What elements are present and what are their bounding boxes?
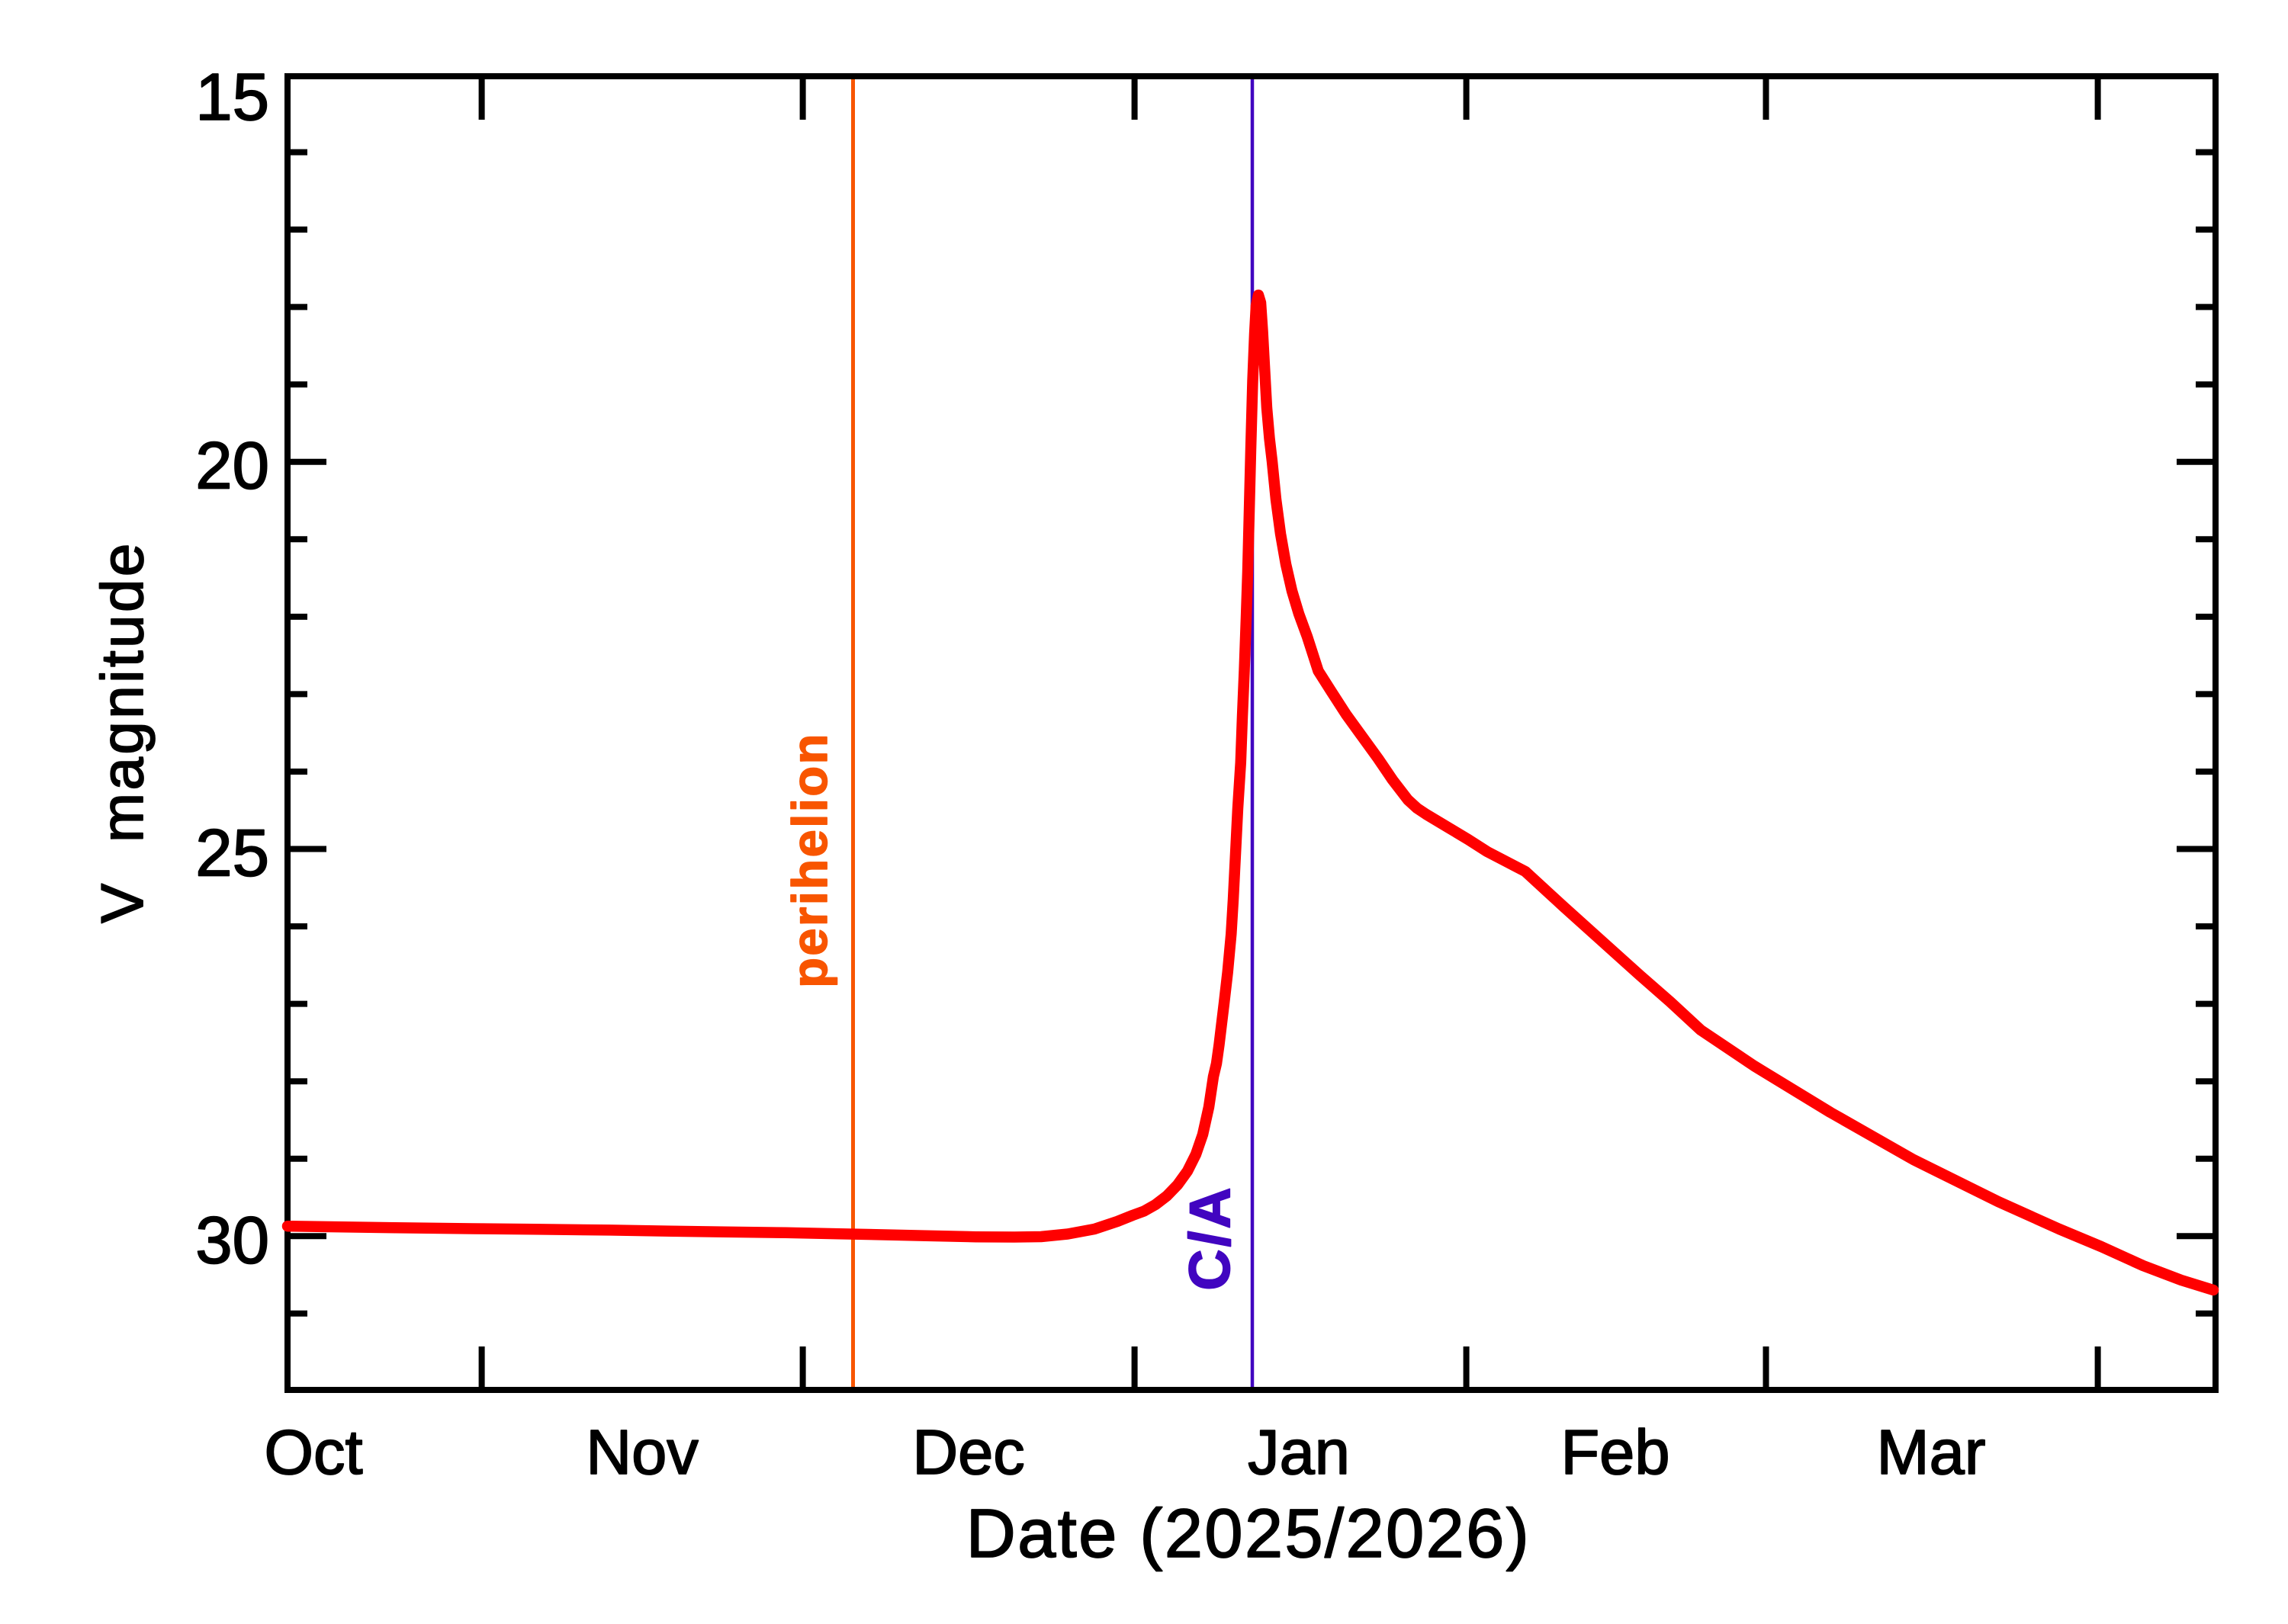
svg-text:Dec: Dec <box>912 1417 1025 1488</box>
svg-text:15: 15 <box>195 60 269 134</box>
svg-text:Oct: Oct <box>264 1417 362 1488</box>
svg-text:Feb: Feb <box>1560 1417 1669 1488</box>
svg-text:V magnitude: V magnitude <box>88 541 156 923</box>
svg-text:30: 30 <box>195 1204 269 1278</box>
svg-text:perihelion: perihelion <box>782 732 837 988</box>
svg-text:20: 20 <box>195 429 269 503</box>
svg-text:25: 25 <box>195 817 269 891</box>
svg-text:Nov: Nov <box>586 1417 699 1488</box>
svg-text:C/A: C/A <box>1178 1185 1242 1290</box>
svg-text:Date (2025/2026): Date (2025/2026) <box>966 1496 1531 1572</box>
svg-text:Jan: Jan <box>1248 1417 1350 1488</box>
svg-text:Mar: Mar <box>1877 1417 1986 1488</box>
